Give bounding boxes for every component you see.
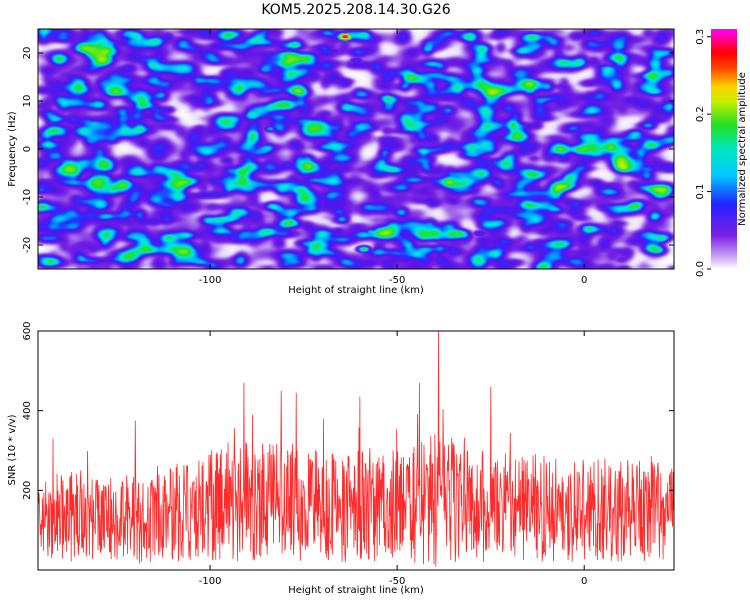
spectrogram-x-tick-label: 0 <box>581 275 587 286</box>
colorbar-tick-label: 0.0 <box>695 261 706 277</box>
spectrogram-y-tick-label: 0 <box>22 146 33 152</box>
spectrogram-x-tick-label: -50 <box>389 275 405 286</box>
snr-x-tick-label: -100 <box>199 576 222 587</box>
spectrogram-heatmap <box>38 29 674 269</box>
colorbar-gradient <box>711 29 737 269</box>
snr-frame <box>37 330 675 571</box>
colorbar-ticks: 0.0 0.1 0.2 0.3 <box>695 29 711 277</box>
spectrogram-y-label: Frequency (Hz) <box>7 111 18 187</box>
snr-y-tick-label: 200 <box>22 481 33 500</box>
snr-y-tick-label: 400 <box>22 401 33 420</box>
colorbar-tick-label: 0.1 <box>695 184 706 200</box>
spectrogram-y-tick-label: -10 <box>22 189 33 205</box>
snr-x-ticks: -100 -50 0 <box>199 331 587 587</box>
colorbar-label: Normalized spectral amplitude <box>737 72 748 226</box>
snr-y-label: SNR (10 * v/v) <box>7 414 18 485</box>
colorbar-tick-label: 0.2 <box>695 106 706 122</box>
spectrogram-y-tick-label: 20 <box>22 47 33 60</box>
spectrogram-x-ticks: -100 -50 0 <box>199 29 587 286</box>
colorbar: 0.0 0.1 0.2 0.3 Normalized spectral amplitu… <box>695 29 748 277</box>
snr-line <box>37 330 675 567</box>
spectrogram-x-label: Height of straight line (km) <box>288 285 424 296</box>
spectrogram-y-tick-label: -20 <box>22 237 33 253</box>
spectrogram-x-tick-label: -100 <box>199 275 222 286</box>
snr-y-tick-label: 600 <box>22 321 33 340</box>
snr-x-tick-label: 0 <box>581 576 587 587</box>
spectrogram-y-ticks: -20 -10 0 10 20 <box>22 47 674 253</box>
snr-panel: -100 -50 0 200 400 600 Height of straight li… <box>7 321 675 596</box>
spectrogram-y-tick-label: 10 <box>22 95 33 108</box>
snr-x-tick-label: -50 <box>389 576 405 587</box>
snr-series <box>37 330 675 567</box>
snr-x-label: Height of straight line (km) <box>288 585 424 596</box>
snr-y-ticks: 200 400 600 <box>22 321 674 500</box>
colorbar-tick-label: 0.3 <box>695 29 706 45</box>
chart-title: KOM5.2025.208.14.30.G26 <box>261 2 450 18</box>
